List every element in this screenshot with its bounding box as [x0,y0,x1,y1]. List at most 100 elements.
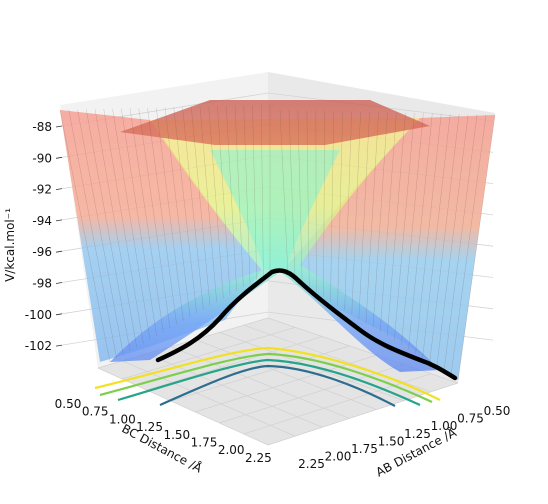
mesh-line [164,107,191,318]
mesh-line [450,114,487,376]
mesh-line [103,108,144,344]
mesh-line [59,109,111,363]
contour-level-4 [159,364,396,407]
floor-grid-line [195,339,377,410]
z-tick-label: -100 [25,308,52,322]
mesh-line [199,106,217,303]
z-tick-label: -96 [32,245,52,259]
mesh-line [315,110,317,293]
z-tick-label: -92 [32,183,52,197]
y-tick-label: 0.50 [55,397,82,411]
mesh-line [337,111,343,306]
mesh-line [147,107,177,325]
floor-grid-line [243,324,431,393]
z-tick-label: -102 [25,339,52,353]
mesh-line [208,106,224,299]
z-axis-label: V/kcal.mol⁻¹ [3,208,17,282]
y-tick-label: 1.50 [163,428,190,442]
y-tick-labels: 0.500.751.001.251.501.752.002.25 [55,397,272,465]
contour-level-3 [117,358,421,406]
mesh-line [436,114,469,367]
mesh-line [252,105,257,280]
surface-mesh [59,105,496,381]
mesh-line [457,114,496,381]
y-tick-label: 1.25 [136,420,163,434]
surface-plateau [120,100,430,145]
mesh-line [358,112,370,319]
floor-grid-line [146,353,323,428]
x-tick-label: 1.00 [431,419,458,433]
z-axis: -88 -90 -92 -94 -96 -98 -100 -102 V/kcal.mol⁻¹ [3,120,63,353]
mesh-line [191,106,211,306]
contour-level-2 [99,352,433,403]
mesh-line [243,105,251,284]
mesh-line [217,106,231,295]
x-tick-label: 0.50 [484,404,511,418]
mesh-line [68,109,117,359]
mesh-line [182,107,204,310]
mesh-line [386,112,406,337]
y-tick-label: 2.25 [245,451,272,465]
x-tick-label: 1.75 [351,442,378,456]
mesh-line [86,109,131,351]
floor-grid-line [122,326,296,380]
floor-grid-line [243,373,431,435]
z-tick-label: -94 [32,214,52,228]
mesh-line [415,113,442,354]
y-tick-label: 2.00 [218,443,245,457]
floor-grid-line [170,345,350,402]
mesh-line [94,109,137,348]
z-tick-mark [55,156,63,159]
mesh-line [261,105,264,276]
mesh-line [156,107,184,321]
mesh-line [297,110,303,284]
z-tick-mark [55,250,63,253]
z-tick-label: -88 [32,120,52,134]
mesh-line [77,109,124,355]
z-tick-label: -90 [32,151,52,165]
z-tick-labels: -88 -90 -92 -94 -96 -98 -100 -102 [25,120,63,353]
z-tick-mark [55,188,63,190]
mesh-line [121,108,157,336]
mesh-line [351,111,361,315]
mesh-line [401,113,424,346]
surface-saddle [210,150,340,270]
reaction-trajectory [155,268,458,381]
mesh-line [394,113,415,341]
z-tick-mark [55,313,63,316]
x-tick-label: 2.25 [298,457,325,471]
x-tick-labels: 0.500.751.001.251.501.752.002.25 [298,404,510,471]
mesh-line [372,112,388,328]
floor-grid-line [219,364,404,424]
contour-level-1 [94,346,441,401]
x-tick-label: 2.00 [325,450,352,464]
z-tick-mark [55,282,63,284]
mesh-line [226,106,237,291]
mesh-line [138,108,171,329]
x-tick-label: 0.75 [457,412,484,426]
x-tick-label: 1.25 [404,427,431,441]
mesh-line [365,112,379,324]
y-tick-label: 1.00 [109,412,136,426]
z-tick-mark [55,344,63,347]
mesh-line [344,111,352,311]
floor-contours [94,346,441,407]
mesh-line [379,112,397,332]
z-tick-label: -98 [32,277,52,291]
x-tick-label: 1.50 [378,434,405,448]
energy-surface [59,100,496,381]
mesh-line [173,107,197,314]
floor-grid-line [146,336,323,391]
mesh-line [129,108,164,333]
z-tick-mark [55,219,63,222]
y-tick-label: 0.75 [82,405,109,419]
surface-right-wing [285,115,495,380]
mesh-line [288,110,296,280]
mesh-line [330,111,334,302]
mesh-line [443,114,478,372]
floor-grid-line [170,346,350,419]
floor-pane [98,318,458,445]
mesh-line [234,105,244,288]
